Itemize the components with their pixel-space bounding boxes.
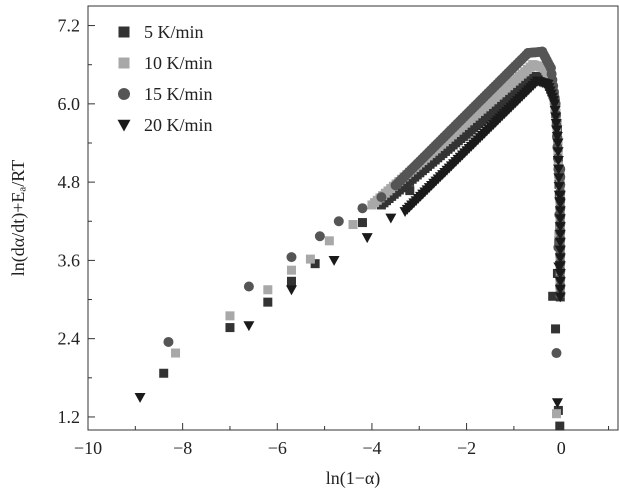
legend-marker [118, 57, 130, 69]
data-point [549, 105, 561, 116]
data-point [357, 218, 367, 228]
data-point [405, 186, 415, 196]
data-marks [134, 46, 566, 431]
data-point [171, 348, 181, 358]
data-point [348, 220, 358, 230]
data-point [550, 112, 562, 123]
series-3 [134, 76, 566, 409]
y-tick-label: 4.8 [58, 172, 81, 192]
data-point [361, 233, 373, 244]
data-point [324, 236, 334, 246]
y-tick-label: 3.6 [58, 250, 81, 270]
data-point [553, 182, 565, 192]
data-point [225, 311, 235, 321]
y-tick-label: 7.2 [58, 16, 81, 36]
legend-marker [117, 119, 131, 132]
data-point [333, 216, 344, 227]
data-point [243, 281, 254, 292]
data-point [554, 284, 566, 295]
data-point [553, 173, 565, 184]
plot-frame [87, 5, 619, 431]
data-point [263, 285, 273, 295]
x-tick-label: −4 [362, 438, 381, 458]
data-point [554, 214, 566, 225]
data-point [285, 285, 297, 296]
data-point [328, 256, 340, 266]
y-tick-label: 6.0 [58, 94, 81, 114]
data-point [554, 276, 566, 287]
legend-marker [118, 26, 130, 38]
data-point [286, 252, 297, 263]
data-point [263, 297, 273, 307]
data-point [159, 368, 169, 378]
data-point [554, 269, 566, 279]
data-point [551, 324, 561, 334]
x-axis-title: ln(1−α) [326, 468, 381, 489]
x-tick-label: −2 [457, 438, 476, 458]
data-point [554, 222, 566, 232]
legend-marker [118, 88, 130, 100]
x-tick-label: −6 [268, 438, 287, 458]
legend: 5 K/min 10 K/min 15 K/min 20 K/min [117, 22, 213, 135]
data-point [552, 138, 564, 149]
data-point [548, 291, 558, 301]
data-point [286, 265, 296, 275]
data-point [554, 237, 566, 248]
y-tick-label: 1.2 [58, 407, 81, 427]
series-0 [159, 71, 565, 431]
data-point [225, 323, 235, 333]
data-point [554, 190, 566, 201]
data-point [357, 203, 368, 214]
data-point [314, 231, 325, 242]
data-point [554, 229, 566, 240]
data-point [552, 147, 564, 158]
data-point [134, 392, 146, 403]
data-point [305, 254, 315, 264]
x-tick-label: 0 [557, 438, 566, 458]
legend-label: 10 K/min [144, 53, 213, 73]
data-point [552, 155, 564, 166]
legend-label: 20 K/min [144, 115, 213, 135]
data-point [554, 253, 566, 264]
data-point [243, 321, 255, 332]
y-axis-title: ln(dα/dt)+Eₐ/RT [8, 160, 29, 276]
y-tick-label: 2.4 [58, 329, 81, 349]
data-point [551, 348, 562, 359]
data-point [555, 421, 565, 431]
legend-label: 15 K/min [144, 84, 213, 104]
data-point [286, 276, 296, 286]
data-point [554, 245, 566, 256]
data-point [551, 409, 561, 419]
data-point [551, 132, 563, 142]
legend-label: 5 K/min [144, 22, 204, 42]
data-point [551, 398, 563, 409]
data-point [163, 336, 174, 347]
data-point [554, 261, 566, 272]
data-point [553, 164, 565, 175]
data-point [385, 213, 397, 224]
data-point [310, 259, 320, 269]
data-point [376, 192, 387, 203]
x-tick-label: −10 [74, 438, 102, 458]
data-point [554, 206, 566, 217]
data-point [550, 119, 562, 129]
x-tick-label: −8 [173, 438, 192, 458]
series-2 [163, 46, 566, 359]
data-point [551, 125, 563, 136]
data-point [554, 292, 566, 303]
y-axis-ticks: 1.2 2.4 3.6 4.8 6.0 7.2 [58, 16, 95, 427]
data-point [554, 198, 566, 209]
data-point [549, 99, 561, 110]
x-axis-ticks: −10 −8 −6 −4 −2 0 [74, 423, 610, 458]
